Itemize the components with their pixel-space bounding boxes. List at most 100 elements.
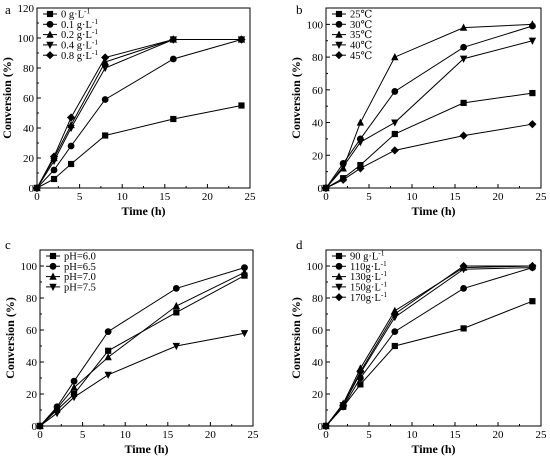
series-1 xyxy=(36,272,248,430)
data-point xyxy=(101,64,109,73)
data-point xyxy=(101,96,109,103)
legend-marker xyxy=(335,272,343,280)
series-line xyxy=(325,23,533,189)
data-point xyxy=(50,175,58,183)
y-tick-label: 60 xyxy=(26,325,38,337)
y-tick-label: 20 xyxy=(312,389,324,401)
data-point xyxy=(460,99,467,107)
x-axis-title: Time (h) xyxy=(411,204,455,218)
x-tick-label: 10 xyxy=(407,191,419,203)
x-axis-title: Time (h) xyxy=(121,204,165,218)
legend: pH=6.0pH=6.5pH=7.0pH=7.5 xyxy=(46,252,96,294)
data-point xyxy=(104,371,112,379)
x-tick-label: 20 xyxy=(493,191,505,203)
y-tick-label: 0 xyxy=(32,421,38,433)
data-point xyxy=(356,367,365,376)
data-point xyxy=(459,23,468,31)
data-point xyxy=(391,342,398,350)
x-tick-label: 25 xyxy=(245,191,257,203)
legend-label: 110g·L-1 xyxy=(350,259,387,273)
data-point xyxy=(70,377,78,385)
data-point xyxy=(528,120,537,129)
y-tick-label: 40 xyxy=(23,123,35,135)
x-tick-label: 0 xyxy=(323,429,329,441)
y-axis-title: Conversion (%) xyxy=(289,57,303,139)
data-point xyxy=(460,43,467,51)
x-axis-title: Time (h) xyxy=(411,442,455,456)
series-line xyxy=(325,265,533,427)
y-tick-label: 100 xyxy=(21,261,38,273)
legend-marker xyxy=(335,30,343,38)
x-axis-title: Time (h) xyxy=(124,442,168,456)
legend-marker xyxy=(335,20,343,28)
legend-label: 35℃ xyxy=(350,30,373,41)
data-point xyxy=(67,124,75,133)
data-point xyxy=(339,163,347,171)
data-point xyxy=(36,422,44,431)
legend-marker xyxy=(46,10,54,18)
data-point xyxy=(237,35,246,44)
data-point xyxy=(70,394,78,402)
data-point xyxy=(172,285,180,292)
data-point xyxy=(459,261,468,271)
data-point xyxy=(357,381,364,388)
legend: 25℃30℃35℃40℃45℃ xyxy=(332,10,373,62)
y-tick-label: 60 xyxy=(312,325,324,337)
legend-label: 45℃ xyxy=(350,51,373,62)
legend-label: pH=6.0 xyxy=(64,252,96,263)
y-tick-label: 0 xyxy=(318,421,324,433)
data-point xyxy=(356,164,365,173)
series-4 xyxy=(36,330,249,431)
legend-label: 0.1 g·L-1 xyxy=(61,17,98,31)
series-line xyxy=(325,300,533,427)
x-tick-label: 5 xyxy=(77,191,83,203)
legend-label: 0.8 g·L-1 xyxy=(61,48,98,62)
x-tick-label: 10 xyxy=(117,191,129,203)
panel-c: c 0 5 10 15 20 25 0 20 40 60 80 100 Time (h) Conversio… xyxy=(3,237,259,456)
series-line xyxy=(36,39,242,189)
legend-marker xyxy=(335,262,343,270)
x-tick-label: 15 xyxy=(159,191,171,203)
series-line xyxy=(325,265,533,427)
data-point xyxy=(169,55,177,63)
y-tick-label: 20 xyxy=(23,153,35,165)
series-1 xyxy=(322,89,536,192)
data-point xyxy=(356,139,365,147)
data-point xyxy=(173,309,180,316)
data-point xyxy=(104,328,112,335)
legend-label: 170g·L-1 xyxy=(350,290,387,304)
series-line xyxy=(325,123,533,189)
data-point xyxy=(67,142,75,150)
x-tick-label: 10 xyxy=(407,429,419,441)
y-tick-label: 80 xyxy=(312,52,324,64)
data-point xyxy=(104,353,112,361)
data-point xyxy=(459,131,468,140)
y-tick-label: 100 xyxy=(18,33,35,45)
data-point xyxy=(49,152,59,161)
y-axis-title: Conversion (%) xyxy=(3,297,17,379)
series-5 xyxy=(321,120,537,193)
data-point xyxy=(169,35,178,44)
data-point xyxy=(391,119,399,127)
data-point xyxy=(390,309,399,319)
data-point xyxy=(70,383,78,391)
legend-marker xyxy=(335,41,343,49)
data-point xyxy=(391,130,398,138)
data-point xyxy=(391,88,399,95)
y-tick-label: 80 xyxy=(312,293,324,305)
panel-letter: a xyxy=(5,2,11,17)
data-point xyxy=(528,37,537,45)
data-point xyxy=(241,264,248,271)
legend-marker xyxy=(335,10,343,18)
panel-letter: d xyxy=(296,237,303,252)
legend-marker xyxy=(49,252,57,260)
series-line xyxy=(36,39,242,189)
x-tick-label: 0 xyxy=(323,191,329,203)
series-5 xyxy=(32,35,246,193)
legend-marker xyxy=(46,20,54,28)
data-point xyxy=(172,342,181,351)
series-line xyxy=(39,275,245,427)
series-line xyxy=(39,271,245,427)
